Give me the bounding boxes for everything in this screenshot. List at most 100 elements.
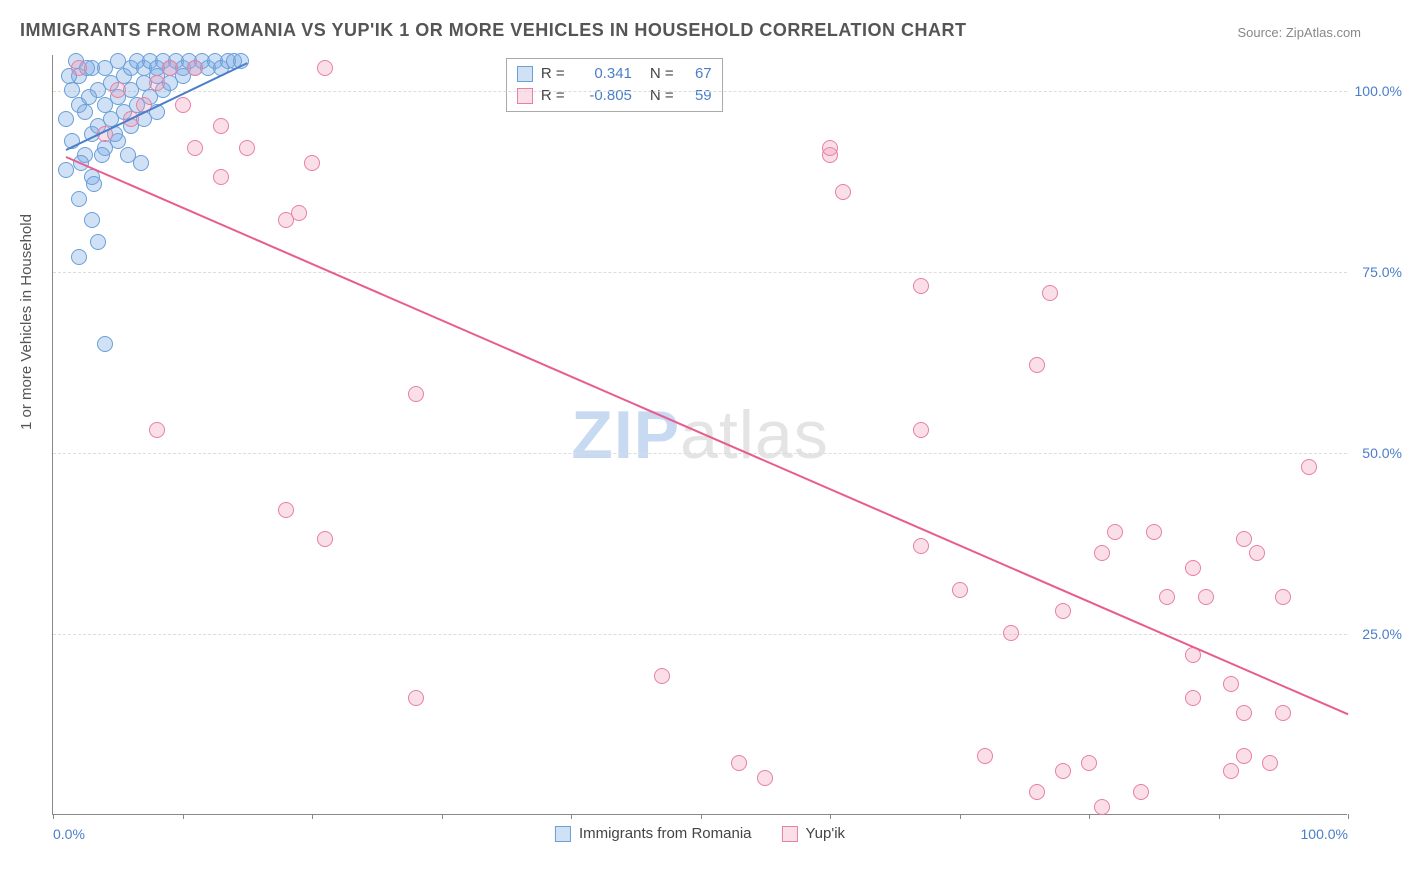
data-point	[97, 336, 113, 352]
data-point	[1029, 784, 1045, 800]
data-point	[822, 140, 838, 156]
x-tick	[312, 814, 313, 819]
chart-plot-area: ZIPatlas R =0.341N =67R =-0.805N =59 Imm…	[52, 55, 1347, 815]
data-point	[213, 118, 229, 134]
data-point	[757, 770, 773, 786]
legend-swatch	[517, 66, 533, 82]
data-point	[77, 104, 93, 120]
data-point	[213, 169, 229, 185]
legend-r-value: 0.341	[577, 63, 632, 85]
legend-swatch	[781, 826, 797, 842]
x-tick	[1219, 814, 1220, 819]
data-point	[291, 205, 307, 221]
x-tick	[442, 814, 443, 819]
legend-n-value: 59	[682, 85, 712, 107]
gridline	[53, 272, 1347, 273]
data-point	[731, 755, 747, 771]
data-point	[187, 140, 203, 156]
legend-r-value: -0.805	[577, 85, 632, 107]
legend-n-value: 67	[682, 63, 712, 85]
data-point	[1262, 755, 1278, 771]
data-point	[239, 140, 255, 156]
legend-swatch	[555, 826, 571, 842]
data-point	[71, 60, 87, 76]
data-point	[71, 249, 87, 265]
data-point	[408, 386, 424, 402]
data-point	[58, 162, 74, 178]
data-point	[1146, 524, 1162, 540]
data-point	[1029, 357, 1045, 373]
data-point	[1081, 755, 1097, 771]
gridline	[53, 634, 1347, 635]
x-tick	[183, 814, 184, 819]
x-tick-label: 0.0%	[53, 826, 85, 842]
data-point	[175, 97, 191, 113]
data-point	[110, 82, 126, 98]
trend-line	[66, 156, 1349, 715]
data-point	[317, 60, 333, 76]
data-point	[1003, 625, 1019, 641]
x-tick	[53, 814, 54, 819]
source-label: Source: ZipAtlas.com	[1237, 25, 1361, 40]
data-point	[162, 60, 178, 76]
data-point	[1275, 589, 1291, 605]
data-point	[1094, 799, 1110, 815]
data-point	[654, 668, 670, 684]
data-point	[1055, 763, 1071, 779]
y-axis-label: 1 or more Vehicles in Household	[18, 214, 35, 430]
data-point	[913, 278, 929, 294]
data-point	[90, 234, 106, 250]
data-point	[1185, 560, 1201, 576]
legend-r-label: R =	[541, 85, 569, 107]
x-tick	[1089, 814, 1090, 819]
data-point	[1159, 589, 1175, 605]
legend-item: Immigrants from Romania	[555, 825, 752, 842]
y-tick-label: 25.0%	[1362, 626, 1402, 642]
data-point	[133, 155, 149, 171]
data-point	[1249, 545, 1265, 561]
data-point	[1223, 676, 1239, 692]
watermark-zip: ZIP	[571, 397, 680, 473]
data-point	[1042, 285, 1058, 301]
legend-row: R =-0.805N =59	[517, 85, 712, 107]
legend-series-name: Yup'ik	[805, 825, 845, 842]
data-point	[149, 422, 165, 438]
data-point	[1236, 531, 1252, 547]
data-point	[1094, 545, 1110, 561]
x-tick	[960, 814, 961, 819]
data-point	[952, 582, 968, 598]
data-point	[81, 89, 97, 105]
x-tick	[830, 814, 831, 819]
legend-item: Yup'ik	[781, 825, 845, 842]
legend-n-label: N =	[650, 63, 674, 85]
data-point	[1275, 705, 1291, 721]
data-point	[1133, 784, 1149, 800]
x-tick	[701, 814, 702, 819]
legend-series-name: Immigrants from Romania	[579, 825, 752, 842]
data-point	[84, 212, 100, 228]
data-point	[86, 176, 102, 192]
data-point	[977, 748, 993, 764]
data-point	[317, 531, 333, 547]
data-point	[278, 502, 294, 518]
correlation-legend: R = 0.341 N = 67R = -0.805 N = 59	[506, 58, 723, 112]
data-point	[408, 690, 424, 706]
data-point	[94, 147, 110, 163]
legend-row: R = 0.341 N = 67	[517, 63, 712, 85]
data-point	[913, 422, 929, 438]
data-point	[1236, 748, 1252, 764]
data-point	[1198, 589, 1214, 605]
data-point	[71, 191, 87, 207]
data-point	[149, 75, 165, 91]
data-point	[1301, 459, 1317, 475]
data-point	[1055, 603, 1071, 619]
series-legend: Immigrants from Romania Yup'ik	[555, 825, 845, 842]
x-tick	[1348, 814, 1349, 819]
gridline	[53, 453, 1347, 454]
data-point	[1236, 705, 1252, 721]
data-point	[835, 184, 851, 200]
x-tick	[571, 814, 572, 819]
gridline	[53, 91, 1347, 92]
legend-r-label: R =	[541, 63, 569, 85]
data-point	[304, 155, 320, 171]
